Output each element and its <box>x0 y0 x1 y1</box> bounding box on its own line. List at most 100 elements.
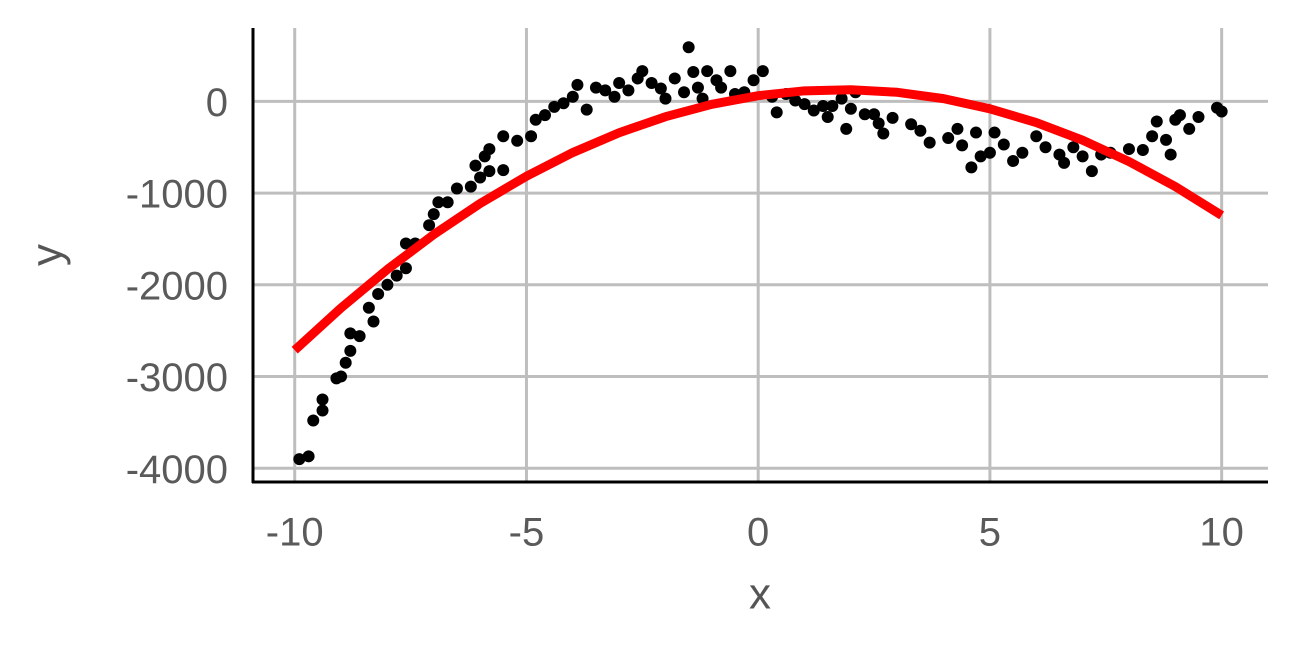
point <box>682 41 695 54</box>
point <box>715 81 728 94</box>
point <box>1076 150 1089 163</box>
point <box>654 82 667 95</box>
point <box>580 103 593 116</box>
point <box>756 65 769 78</box>
fit-line <box>291 85 1225 354</box>
point <box>557 97 570 110</box>
point <box>302 450 315 463</box>
point <box>1067 141 1080 154</box>
y-tick-label: -4000 <box>126 448 228 492</box>
point <box>1150 115 1163 128</box>
point <box>789 94 802 107</box>
point <box>872 117 885 130</box>
point <box>1030 130 1043 143</box>
point <box>1007 154 1020 167</box>
x-tick-label: -10 <box>266 511 324 555</box>
point <box>423 219 436 232</box>
point <box>970 126 983 139</box>
point <box>339 356 352 369</box>
point <box>1215 105 1228 118</box>
point <box>951 122 964 135</box>
y-tick-label: 0 <box>206 81 228 125</box>
point <box>1016 146 1029 159</box>
point <box>942 132 955 145</box>
x-tick-label: 10 <box>1199 511 1244 555</box>
point <box>381 278 394 291</box>
point <box>353 330 366 343</box>
point <box>770 106 783 119</box>
x-axis-title: x <box>749 570 771 619</box>
point <box>367 315 380 328</box>
point <box>687 66 700 79</box>
point <box>483 165 496 178</box>
point <box>821 110 834 123</box>
point <box>691 81 704 94</box>
point <box>464 180 477 193</box>
point <box>344 327 357 340</box>
point <box>316 393 329 406</box>
point <box>307 414 320 427</box>
point <box>983 146 996 159</box>
x-tick-label: -5 <box>509 511 545 555</box>
point <box>599 84 612 97</box>
point <box>817 99 830 112</box>
point <box>965 161 978 174</box>
point <box>1183 122 1196 135</box>
point <box>724 65 737 78</box>
point <box>1146 130 1159 143</box>
point <box>399 262 412 275</box>
point <box>525 130 538 143</box>
point <box>1122 143 1135 156</box>
point <box>877 127 890 140</box>
point <box>678 86 691 99</box>
point <box>608 90 621 103</box>
point <box>589 81 602 94</box>
point <box>826 99 839 112</box>
point <box>988 126 1001 139</box>
point <box>701 65 714 78</box>
grid <box>253 28 1268 482</box>
point <box>645 77 658 90</box>
point <box>362 301 375 314</box>
point <box>997 138 1010 151</box>
point <box>399 237 412 250</box>
point <box>886 111 899 124</box>
point <box>905 118 918 131</box>
point <box>1164 148 1177 161</box>
point <box>956 139 969 152</box>
point <box>571 78 584 91</box>
point <box>372 287 385 300</box>
point <box>548 100 561 113</box>
point <box>844 102 857 115</box>
point <box>390 269 403 282</box>
point <box>868 108 881 121</box>
point <box>1058 156 1071 169</box>
point <box>807 104 820 117</box>
point <box>974 150 987 163</box>
point <box>335 370 348 383</box>
point <box>441 196 454 209</box>
point <box>497 130 510 143</box>
x-tick-label: 5 <box>979 511 1001 555</box>
y-tick-label: -2000 <box>126 264 228 308</box>
point <box>450 182 463 195</box>
point <box>622 84 635 97</box>
y-axis-title: y <box>23 244 72 266</box>
point <box>538 109 551 122</box>
point <box>566 90 579 103</box>
point <box>529 113 542 126</box>
point <box>344 344 357 357</box>
point <box>432 196 445 209</box>
y-tick-label: -1000 <box>126 173 228 217</box>
point <box>469 159 482 172</box>
point <box>1085 165 1098 178</box>
point <box>1136 143 1149 156</box>
point <box>923 136 936 149</box>
point <box>659 92 672 105</box>
point <box>835 92 848 105</box>
point <box>474 171 487 184</box>
y-tick-label: -3000 <box>126 356 228 400</box>
point <box>497 164 510 177</box>
point <box>1173 109 1186 122</box>
